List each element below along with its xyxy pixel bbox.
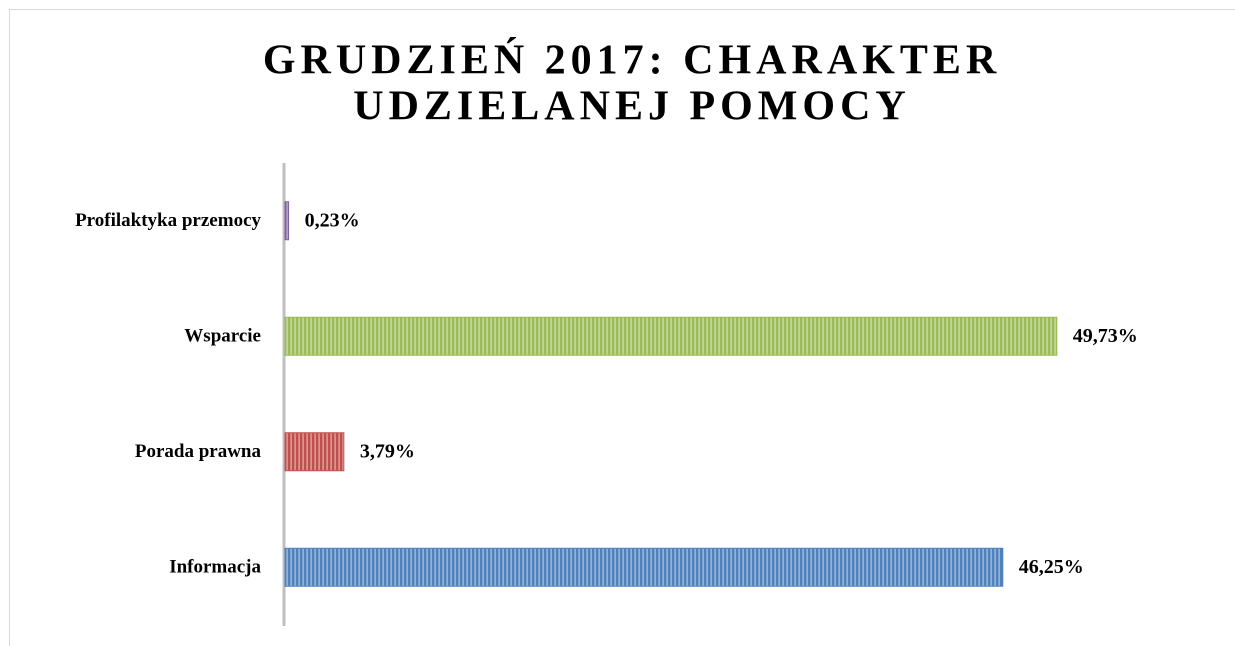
data-label: 3,79% xyxy=(360,440,415,462)
y-tick-label: Informacja xyxy=(169,557,261,578)
bar xyxy=(284,547,1004,587)
data-label: 49,73% xyxy=(1073,325,1138,347)
chart-title: UDZIELANEJ POMOCY xyxy=(353,84,911,130)
bar xyxy=(284,316,1058,356)
y-tick-label: Profilaktyka przemocy xyxy=(75,210,261,231)
bar xyxy=(284,201,290,241)
chart-title: GRUDZIEŃ 2017: CHARAKTER xyxy=(263,37,1001,84)
chart-border xyxy=(9,9,1235,646)
data-label: 0,23% xyxy=(305,209,360,231)
data-label: 46,25% xyxy=(1019,556,1084,578)
bar xyxy=(284,432,345,472)
y-tick-label: Porada prawna xyxy=(135,441,262,462)
y-tick-label: Wsparcie xyxy=(184,326,261,347)
